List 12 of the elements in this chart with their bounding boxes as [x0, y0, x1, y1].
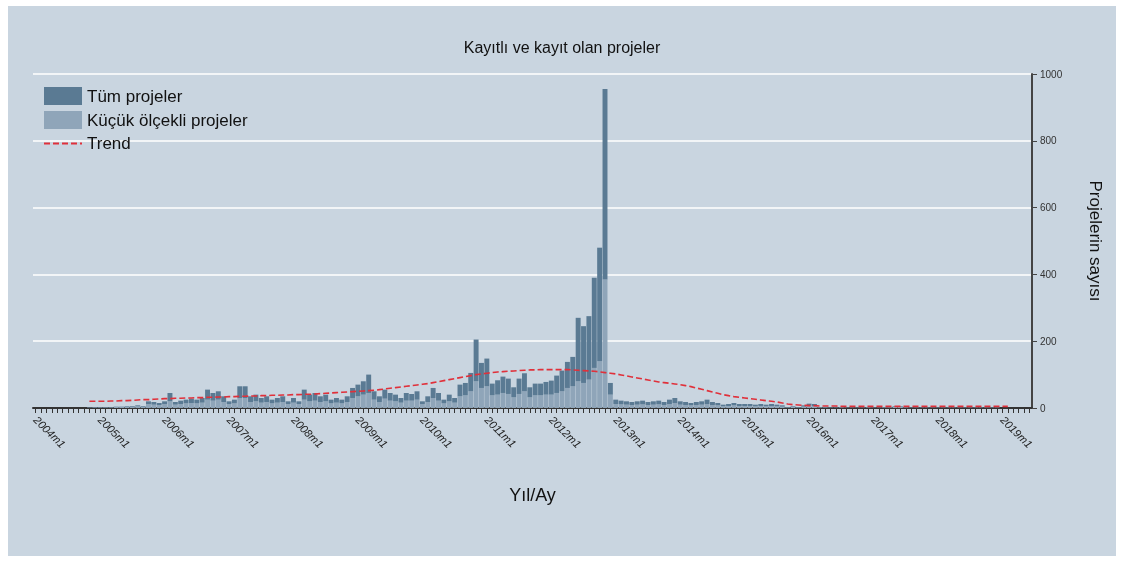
y-tick-label: 600	[1040, 202, 1058, 214]
y-tick-label: 200	[1040, 335, 1058, 347]
chart-title: Kayıtlı ve kayıt olan projeler	[463, 38, 661, 56]
legend-label: Trend	[87, 134, 131, 153]
legend-label: Küçük ölçekli projeler	[87, 110, 248, 130]
legend-label: Tüm projeler	[87, 86, 183, 106]
y-tick-label: 800	[1040, 135, 1058, 147]
y-tick-label: 0	[1040, 402, 1046, 414]
y-tick-label: 1000	[1040, 68, 1063, 80]
y-tick-label: 400	[1040, 268, 1058, 280]
x-axis-title: Yıl/Ay	[509, 485, 556, 505]
y-axis-title: Projelerin sayısı	[1086, 180, 1105, 302]
